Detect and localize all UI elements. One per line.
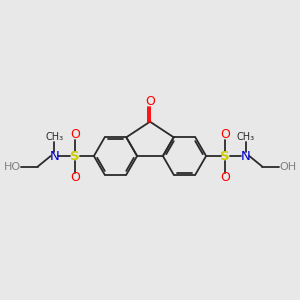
Text: N: N — [50, 149, 59, 163]
Text: S: S — [70, 149, 80, 163]
Text: HO: HO — [4, 161, 21, 172]
Text: OH: OH — [279, 161, 296, 172]
Text: O: O — [70, 171, 80, 184]
Text: N: N — [241, 149, 250, 163]
Text: CH₃: CH₃ — [45, 132, 63, 142]
Text: O: O — [145, 95, 155, 108]
Text: O: O — [220, 171, 230, 184]
Text: O: O — [220, 128, 230, 141]
Text: S: S — [220, 149, 230, 163]
Text: O: O — [70, 128, 80, 141]
Text: CH₃: CH₃ — [237, 132, 255, 142]
